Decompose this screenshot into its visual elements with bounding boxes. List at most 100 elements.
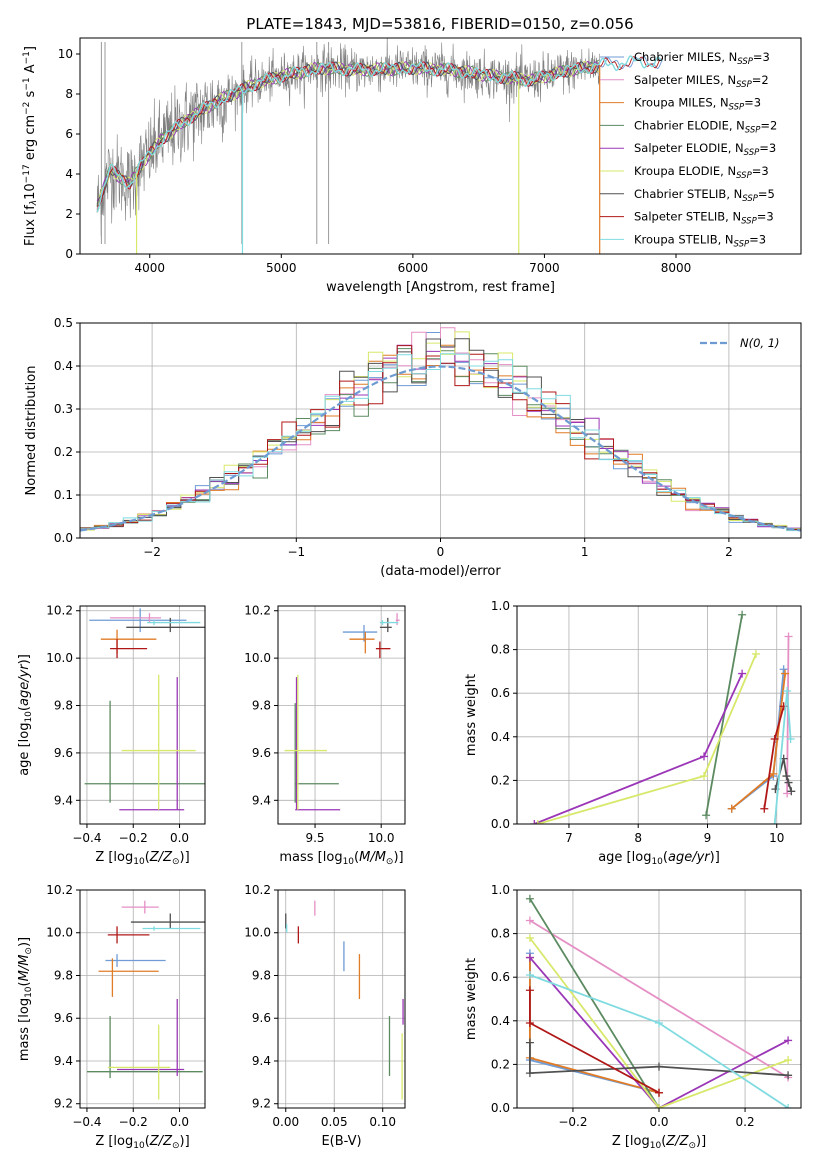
mass_vs_z-ytick-label: 9.4	[54, 1054, 73, 1068]
residual-histogram-kroupa_stelib	[80, 353, 801, 532]
age_vs_z-frame	[79, 605, 206, 825]
age_vs_mass-ytick-label: 9.6	[252, 746, 271, 760]
weight_vs_age-marker	[738, 669, 747, 678]
age_vs_mass-xtick-label: 10.0	[368, 831, 395, 845]
age_vs_z-point-chabrier_miles	[89, 608, 187, 633]
mass_vs_z-point-salpeter_stelib	[107, 926, 150, 944]
age_vs_mass-point-kroupa_elodie	[284, 674, 327, 810]
weight_vs_age-marker	[738, 610, 747, 619]
weight_vs_z-marker	[525, 933, 534, 942]
residuals-xtick-label: 1	[581, 545, 589, 559]
age_vs_mass-ytick-label: 9.8	[252, 699, 271, 713]
weight_vs_z-marker	[525, 1069, 534, 1078]
mass_vs_z-ytick-label: 9.6	[54, 1011, 73, 1025]
spectrum-panel: 4000 5000 6000 7000 8000 0 2 4 6 8 10 Chabrier MILE…	[22, 37, 802, 295]
weight_vs_z-marker	[525, 916, 534, 925]
weight_vs_z-marker	[784, 1071, 793, 1080]
weight_vs_age-marker	[784, 632, 793, 641]
weight_vs_z-marker	[784, 1036, 793, 1045]
mass_vs_ebv-frame	[277, 889, 406, 1109]
weight_vs_age-marker	[700, 772, 709, 781]
mass_vs_z-point-salpeter_miles	[121, 900, 159, 914]
mass_vs_ebv-plot-area	[285, 900, 404, 1100]
spectrum-model-salpeter_miles	[96, 61, 600, 209]
residuals-ytick-label: 0.5	[54, 316, 73, 330]
age_vs_mass-xlabel: mass [log10(M/M⊙)]	[279, 850, 403, 867]
residuals-xtick-label: 0	[437, 545, 445, 559]
mass_vs_ebv-xtick-label: 0.10	[369, 1115, 396, 1129]
age_vs_mass-point-chabrier_stelib	[379, 617, 392, 633]
mass_vs_z-point-kroupa_elodie	[107, 1024, 171, 1100]
mass_vs_ebv-ytick-label: 9.6	[252, 1011, 271, 1025]
spectrum-xtick-label: 8000	[661, 261, 692, 275]
spectrum-ytick-label: 6	[65, 127, 73, 141]
residuals-ytick-label: 0.1	[54, 488, 73, 502]
weight_vs_age-marker	[779, 665, 788, 674]
spectrum-ytick-label: 2	[65, 207, 73, 221]
weight_vs_age-marker	[770, 734, 779, 743]
age_vs_mass-point-chabrier_elodie	[294, 703, 339, 803]
age_vs_mass-point-salpeter_elodie	[295, 677, 341, 811]
mass_vs_z-xtick-label: 0.0	[170, 1115, 189, 1129]
residuals-xtick-label: −2	[143, 545, 161, 559]
weight_vs_age-ytick-label: 0.8	[491, 643, 510, 657]
weight_vs_z-xtick-label: 0.2	[736, 1115, 755, 1129]
age_vs_mass-point-kroupa_stelib	[379, 620, 399, 625]
age_vs_z-plot-area	[84, 608, 205, 811]
weight_vs_z-xtick-label: −0.2	[558, 1115, 587, 1129]
mass_vs_z-point-salpeter_elodie	[117, 999, 185, 1076]
spectrum-ylabel: Flux [fλ10−17 erg cm−2 s−1 A−1]	[22, 46, 39, 246]
weight_vs_age-marker	[786, 734, 795, 743]
age_vs_z-ytick-label: 10.0	[46, 651, 73, 665]
weight_vs_age-marker	[782, 772, 791, 781]
mass_vs_z-point-kroupa_stelib	[142, 926, 201, 931]
weight_vs_age-ylabel: mass weight	[464, 674, 479, 756]
weight_vs_z-marker	[784, 1104, 793, 1108]
weight_vs_age-series-kroupa_elodie	[537, 653, 757, 824]
weight_vs_z-ytick-label: 0.6	[491, 970, 510, 984]
mass_vs_ebv-ytick-label: 9.4	[252, 1054, 271, 1068]
spectrum-xtick-label: 4000	[134, 261, 165, 275]
weight_vs_age-frame	[516, 605, 802, 825]
weight_vs_age-ytick-label: 0.2	[491, 773, 510, 787]
mass_vs_z-panel: −0.4 −0.2 0.0 9.2 9.4 9.6 9.8 10.0 10.2 Z [log10(…	[17, 883, 206, 1151]
weight_vs_z-marker	[655, 1062, 663, 1071]
legend-label: Salpeter MILES, NSSP=2	[634, 73, 769, 90]
age_vs_z-point-kroupa_miles	[100, 629, 157, 654]
mass_vs_z-point-kroupa_miles	[98, 958, 159, 997]
weight_vs_age-xtick-label: 8	[634, 831, 642, 845]
weight_vs_z-xlabel: Z [log10(Z/Z⊙)]	[612, 1134, 706, 1151]
spectrum-ytick-label: 4	[65, 167, 73, 181]
weight_vs_z-frame	[516, 889, 802, 1109]
weight_vs_age-marker	[533, 820, 542, 824]
legend-label: Kroupa STELIB, NSSP=3	[634, 232, 766, 249]
weight_vs_z-marker	[525, 1018, 534, 1027]
spectrum-xtick-label: 7000	[529, 261, 560, 275]
weight_vs_z-marker	[525, 971, 534, 980]
weight_vs_age-marker	[769, 769, 778, 778]
spectrum-ytick-label: 8	[65, 87, 73, 101]
age_vs_z-xtick-label: −0.4	[72, 831, 101, 845]
gaussian-legend-label: N(0, 1)	[740, 336, 780, 350]
mass_vs_z-xtick-label: −0.2	[119, 1115, 148, 1129]
residuals-ytick-label: 0.0	[54, 531, 73, 545]
mass_vs_ebv-ytick-label: 10.2	[244, 883, 271, 897]
residuals-ytick-label: 0.4	[54, 359, 73, 373]
spectrum-model-kroupa_stelib	[96, 55, 663, 213]
weight_vs_age-plot-area	[530, 610, 796, 824]
weight_vs_z-series-kroupa_elodie	[529, 937, 789, 1108]
weight_vs_age-ytick-label: 0.0	[491, 817, 510, 831]
age_vs_z-xtick-label: 0.0	[170, 831, 189, 845]
weight_vs_z-series-chabrier_stelib	[529, 1042, 789, 1077]
mass_vs_z-plot-area	[86, 900, 205, 1100]
spectrum-plot-area	[96, 38, 663, 254]
spectrum-legend: Chabrier MILES, NSSP=3 Salpeter MILES, NS…	[600, 50, 777, 249]
weight_vs_z-ytick-label: 0.2	[491, 1057, 510, 1071]
weight_vs_age-ytick-label: 0.4	[491, 730, 510, 744]
age_vs_mass-ytick-label: 10.0	[244, 651, 271, 665]
weight_vs_z-ytick-label: 0.4	[491, 1014, 510, 1028]
residuals-plot-area	[80, 327, 801, 532]
mass_vs_z-ytick-label: 9.2	[54, 1097, 73, 1111]
weight_vs_z-ytick-label: 0.0	[491, 1101, 510, 1115]
